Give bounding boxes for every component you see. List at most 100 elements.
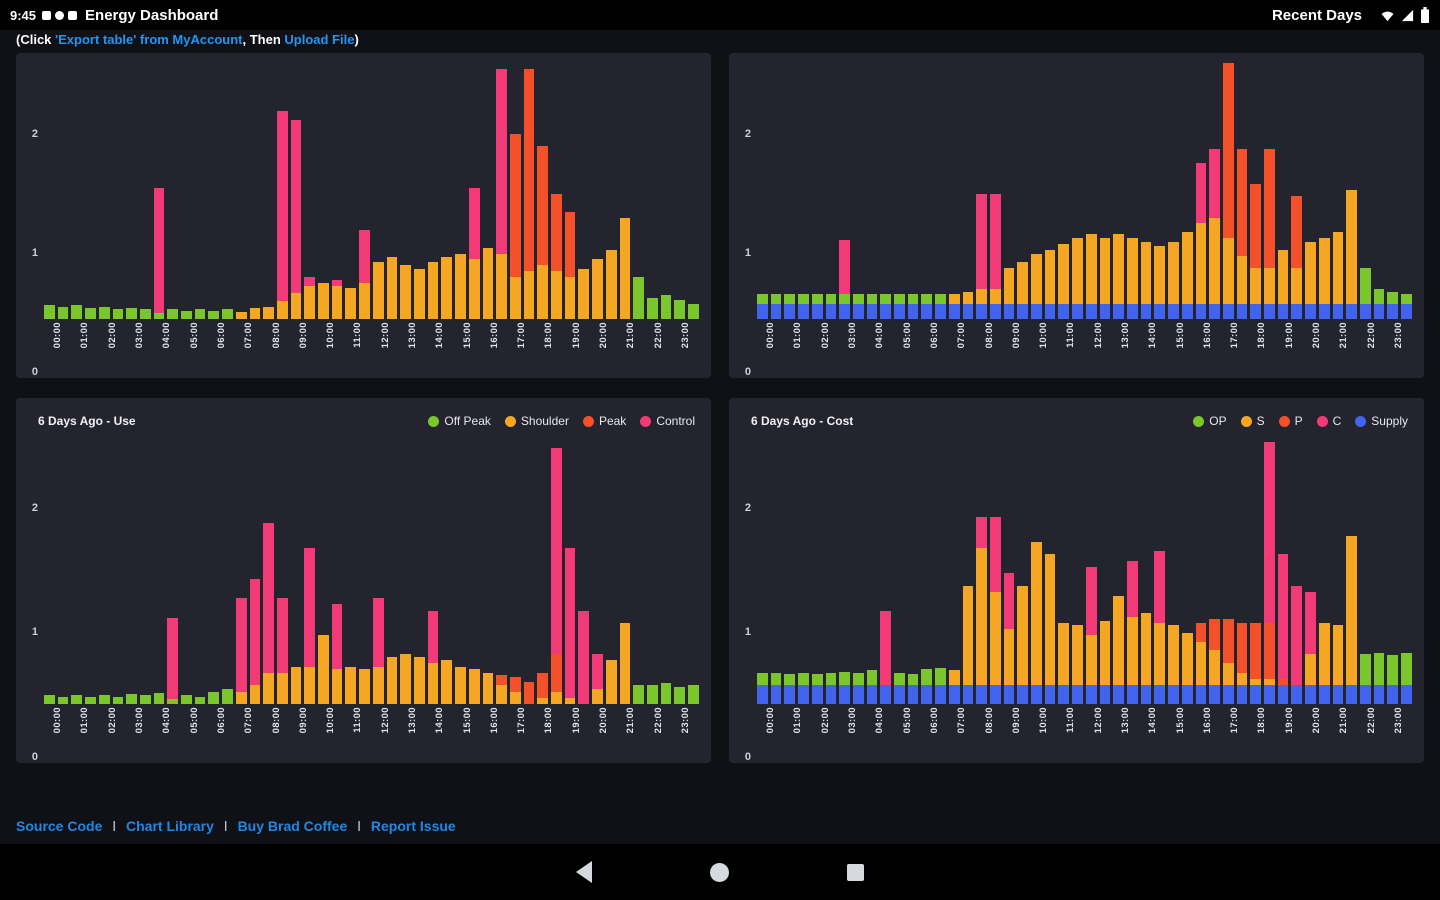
bar[interactable] [318, 635, 329, 704]
bar[interactable] [194, 309, 206, 319]
bar[interactable] [1126, 560, 1138, 704]
bar[interactable] [564, 211, 576, 319]
bar[interactable] [1277, 249, 1289, 319]
legend-item[interactable]: Supply [1355, 414, 1408, 428]
bar[interactable] [605, 660, 617, 704]
bar[interactable] [1003, 267, 1015, 319]
bar[interactable] [455, 253, 466, 319]
upload-file-link[interactable]: Upload File [284, 32, 355, 47]
bar[interactable] [1085, 234, 1097, 319]
bar[interactable] [98, 307, 110, 319]
bar[interactable] [153, 188, 165, 319]
bar[interactable] [468, 188, 480, 319]
bar[interactable] [866, 294, 878, 319]
bar[interactable] [578, 269, 590, 319]
bar[interactable] [386, 656, 398, 704]
bar[interactable] [784, 294, 796, 319]
bar[interactable] [1209, 619, 1220, 704]
bar[interactable] [496, 68, 507, 319]
bar[interactable] [523, 681, 535, 704]
bar[interactable] [537, 672, 549, 704]
bar[interactable] [1017, 585, 1029, 704]
export-table-link[interactable]: 'Export table' from MyAccount [55, 32, 243, 47]
legend-item[interactable]: Off Peak [428, 414, 491, 428]
bar[interactable] [413, 269, 425, 319]
bar[interactable] [290, 120, 302, 319]
bar[interactable] [646, 685, 658, 704]
bar[interactable] [948, 294, 960, 319]
bar[interactable] [1346, 190, 1357, 319]
bar[interactable] [126, 694, 137, 704]
recent-days-button[interactable]: Recent Days [1271, 6, 1362, 24]
bar[interactable] [318, 283, 329, 319]
bar[interactable] [427, 610, 439, 704]
bar[interactable] [1387, 291, 1399, 319]
bar[interactable] [1373, 652, 1385, 704]
bar[interactable] [427, 261, 439, 319]
bar[interactable] [1250, 184, 1262, 319]
legend-item[interactable]: S [1240, 414, 1265, 428]
bar[interactable] [1332, 232, 1344, 319]
bar[interactable] [921, 294, 933, 319]
bar[interactable] [222, 689, 233, 704]
bar[interactable] [1085, 566, 1097, 704]
bar[interactable] [894, 294, 905, 319]
bar[interactable] [839, 240, 850, 319]
footer-link[interactable]: Report Issue [370, 818, 456, 834]
bar[interactable] [1140, 241, 1152, 319]
bar[interactable] [509, 676, 521, 704]
bar[interactable] [1154, 246, 1166, 319]
bar[interactable] [71, 695, 83, 704]
bar[interactable] [1359, 267, 1371, 319]
bar[interactable] [181, 310, 192, 319]
bar[interactable] [811, 674, 823, 704]
bar[interactable] [249, 308, 261, 319]
bar[interactable] [674, 686, 686, 704]
footer-link[interactable]: Chart Library [126, 818, 214, 834]
bar[interactable] [139, 695, 151, 704]
bar[interactable] [660, 295, 672, 319]
bar[interactable] [935, 667, 946, 704]
bar[interactable] [85, 308, 96, 319]
bar[interactable] [44, 695, 55, 704]
bar[interactable] [1140, 613, 1152, 704]
bar[interactable] [44, 304, 55, 319]
bar[interactable] [907, 674, 919, 704]
bar[interactable] [976, 517, 987, 704]
bar[interactable] [976, 194, 987, 319]
bar[interactable] [235, 598, 247, 704]
bar[interactable] [989, 194, 1001, 319]
bar[interactable] [757, 672, 768, 704]
back-icon[interactable] [576, 861, 592, 883]
bar[interactable] [839, 671, 850, 704]
bar[interactable] [1264, 148, 1275, 319]
bar[interactable] [688, 685, 699, 704]
bar[interactable] [359, 669, 370, 704]
bar[interactable] [811, 294, 823, 319]
bar[interactable] [372, 261, 384, 319]
bar[interactable] [1236, 623, 1248, 704]
bar[interactable] [592, 259, 603, 319]
bar[interactable] [345, 288, 357, 319]
bar[interactable] [304, 277, 316, 319]
recents-icon[interactable] [847, 863, 864, 881]
bar[interactable] [1072, 625, 1083, 704]
bar[interactable] [290, 666, 302, 704]
legend-item[interactable]: Peak [582, 414, 626, 428]
legend-item[interactable]: OP [1193, 414, 1227, 428]
bar[interactable] [181, 695, 192, 704]
bar[interactable] [674, 299, 686, 319]
bar[interactable] [1373, 289, 1385, 319]
bar[interactable] [1209, 148, 1220, 319]
bar[interactable] [71, 304, 83, 319]
bar[interactable] [167, 309, 179, 319]
bar[interactable] [646, 297, 658, 319]
bar[interactable] [304, 548, 316, 704]
bar[interactable] [537, 146, 549, 319]
bar[interactable] [1031, 253, 1042, 319]
bar[interactable] [1044, 249, 1056, 319]
bar[interactable] [359, 229, 370, 319]
bar[interactable] [1113, 234, 1124, 319]
bar[interactable] [619, 217, 631, 319]
bar[interactable] [852, 672, 864, 704]
